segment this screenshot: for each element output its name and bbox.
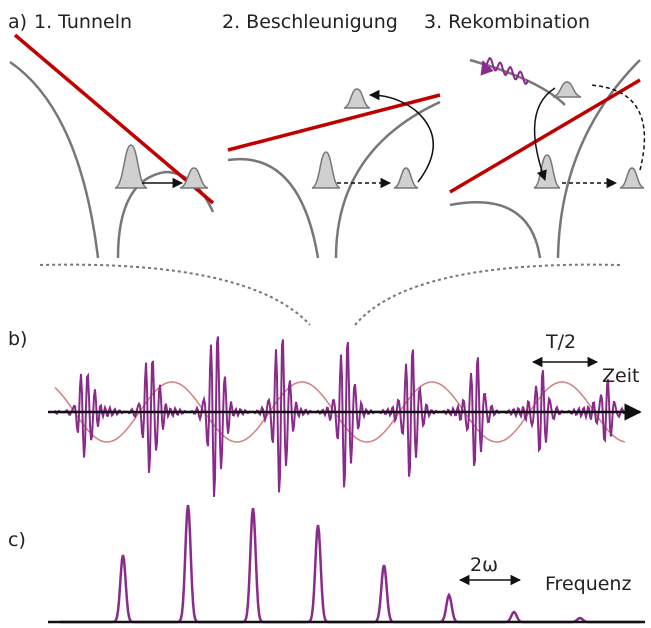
recombination-diagram [450,58,644,258]
acceleration-diagram [228,89,440,258]
panel-label: c) [8,529,26,551]
harmonic-signal [55,337,625,497]
tunnel-diagram [10,35,213,258]
figure: a) 1. Tunneln 2. Beschleunigung 3. Rekom… [0,0,651,628]
step-title: 2. Beschleunigung [222,11,398,33]
panel-label: a) [8,11,27,33]
period-label: T/2 [545,331,576,353]
axis-label: Frequenz [545,573,631,595]
spectrum [60,505,640,622]
panel-label: b) [8,328,27,350]
connector [355,265,620,325]
connector [40,265,310,325]
axis-label: Zeit [602,365,639,387]
step-title: 1. Tunneln [34,11,132,33]
step-title: 3. Rekombination [424,11,590,33]
spacing-label: 2ω [470,554,498,576]
